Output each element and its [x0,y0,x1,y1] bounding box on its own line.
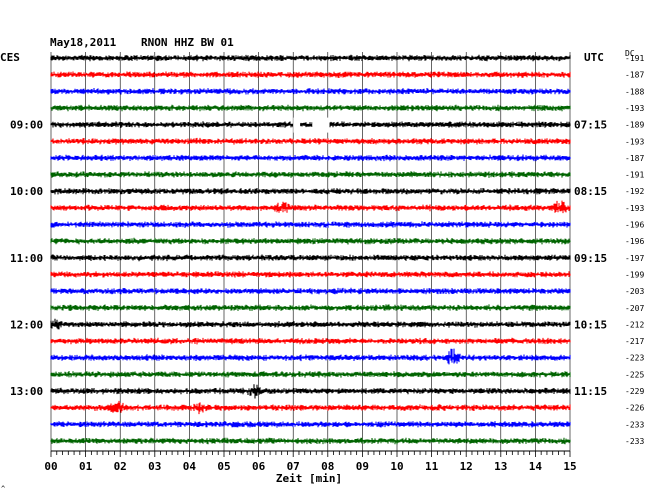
dc-offset-value: -233 [625,437,644,446]
seismogram-trace [50,200,571,214]
corner-mark: ^ [1,485,5,493]
left-time-label: 12:00 [10,318,43,331]
seismogram-trace [50,54,571,62]
x-axis-tick-label: 12 [460,460,473,473]
dc-offset-column: -191 -187 -188 -193 -189 -193 -187 -191 -192 -193… [625,54,644,446]
minute-grid [50,52,571,451]
x-axis-tick-label: 09 [356,460,369,473]
right-time-axis: 07:15 08:15 09:15 10:15 11:15 [574,119,607,398]
x-axis-tick-label: 08 [321,460,334,473]
right-timezone-label: UTC [584,51,604,64]
seismogram-trace [50,137,571,145]
seismogram-trace [50,104,571,112]
seismogram-trace [50,171,571,178]
seismogram-trace [50,437,571,445]
seismogram-trace [50,88,571,95]
dc-offset-value: -197 [625,254,644,263]
dc-offset-value: -187 [625,71,644,80]
dc-offset-value: -223 [625,354,644,363]
seismogram-trace [50,237,571,245]
dc-offset-value: -191 [625,171,644,180]
x-axis: 00 01 02 03 04 05 06 07 08 09 10 11 12 13 14 15 [44,450,577,473]
dc-offset-value: -212 [625,320,644,329]
seismogram-trace [50,337,571,345]
seismogram-trace [50,121,571,128]
dc-offset-value: -196 [625,221,644,230]
data-gap [312,117,330,133]
chart-date: May18,2011 [50,36,117,49]
seismogram-trace [50,384,571,399]
seismogram-trace [50,71,571,78]
left-time-axis: 09:00 10:00 11:00 12:00 13:00 [10,119,43,398]
x-axis-tick-label: 13 [494,460,507,473]
x-axis-tick-label: 02 [114,460,127,473]
seismogram-trace [50,254,571,262]
left-time-label: 10:00 [10,185,43,198]
x-axis-tick-label: 07 [287,460,300,473]
dc-offset-value: -207 [625,304,644,313]
x-axis-tick-label: 10 [390,460,403,473]
dc-offset-value: -193 [625,204,644,213]
dc-offset-value: -217 [625,337,644,346]
seismogram-trace [50,421,571,428]
dc-offset-value: -193 [625,137,644,146]
dc-offset-value: -199 [625,270,644,279]
seismogram-traces [50,54,571,445]
seismogram-trace [50,287,571,295]
seismogram-trace [50,188,571,195]
dc-offset-value: -187 [625,154,644,163]
data-gaps [293,117,330,133]
seismogram-trace [50,154,571,162]
chart-station: RNON HHZ BW 01 [141,36,234,49]
seismogram-trace [50,400,571,415]
left-time-label: 09:00 [10,119,43,132]
dc-offset-value: -188 [625,87,644,96]
right-time-label: 07:15 [574,119,607,132]
dc-offset-value: -196 [625,237,644,246]
left-timezone-label: CES [0,51,20,64]
x-axis-tick-label: 14 [529,460,543,473]
x-axis-tick-label: 00 [44,460,57,473]
right-time-label: 09:15 [574,252,607,265]
dc-offset-value: -189 [625,121,644,130]
right-time-label: 11:15 [574,385,607,398]
x-axis-title: Zeit [min] [276,472,342,485]
dc-offset-value: -233 [625,420,644,429]
seismogram-trace [50,221,571,228]
dc-offset-value: -203 [625,287,644,296]
x-axis-tick-label: 01 [79,460,93,473]
dc-offset-value: -229 [625,387,644,396]
dc-offset-value: -193 [625,104,644,113]
x-axis-tick-label: 15 [563,460,576,473]
left-time-label: 11:00 [10,252,43,265]
seismogram-trace [50,271,571,278]
data-gap [293,117,301,133]
x-axis-tick-label: 11 [425,460,439,473]
x-axis-tick-label: 06 [252,460,266,473]
x-axis-tick-label: 04 [183,460,197,473]
dc-offset-header: DC [625,49,635,58]
seismogram-trace [50,348,571,365]
dc-offset-value: -191 [625,54,644,63]
right-time-label: 08:15 [574,185,607,198]
left-time-label: 13:00 [10,385,43,398]
seismogram-trace [50,304,571,311]
dc-offset-value: -225 [625,370,644,379]
seismogram-trace [50,371,571,378]
x-axis-tick-label: 05 [217,460,230,473]
dc-offset-value: -226 [625,404,644,413]
dc-offset-value: -192 [625,187,644,196]
seismogram-trace [50,318,571,330]
right-time-label: 10:15 [574,318,607,331]
x-axis-tick-label: 03 [148,460,161,473]
